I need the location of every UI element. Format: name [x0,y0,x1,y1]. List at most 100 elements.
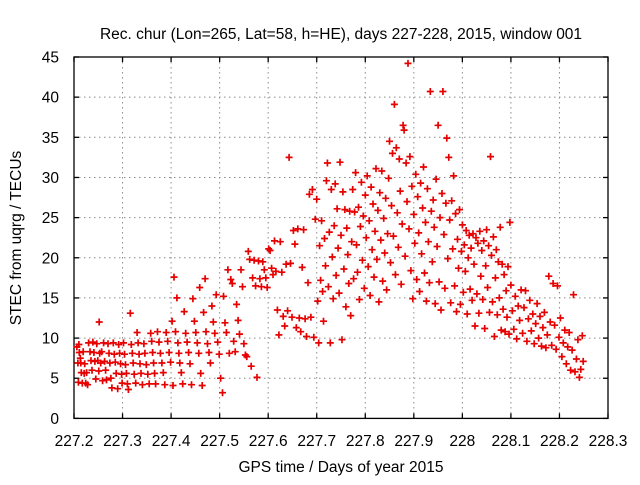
data-point [324,283,332,291]
data-point [97,359,105,367]
data-point [507,281,515,289]
data-point [535,334,543,342]
data-point [484,284,492,291]
data-point [287,259,294,267]
data-point [253,373,261,381]
data-point [397,280,405,288]
data-point [499,305,507,313]
data-point [142,361,150,369]
data-point [442,199,450,207]
data-point [348,238,356,246]
data-point [137,369,145,377]
data-point [494,258,502,266]
y-tick-label: 45 [42,50,59,67]
data-point [490,333,498,340]
x-tick-label: 227.9 [394,433,433,450]
y-tick-label: 30 [42,170,60,187]
data-point [496,223,504,231]
data-point [266,247,274,254]
data-point [224,266,232,274]
x-tick-label: 227.4 [152,433,191,450]
data-point [406,153,414,161]
data-point [84,381,92,389]
data-point [575,373,583,381]
data-point [363,172,371,180]
data-point [332,271,340,279]
data-point [338,336,346,344]
data-point [476,227,484,235]
data-point [247,362,255,370]
data-point [105,349,113,357]
data-point [418,250,426,258]
data-point [217,374,225,382]
data-point [345,280,353,287]
data-point [159,369,167,377]
x-axis-label: GPS time / Days of year 2015 [238,459,443,476]
data-point [141,349,149,357]
data-point [572,355,580,363]
data-point [384,230,392,238]
data-point [493,311,501,319]
x-tick-label: 227.3 [103,433,142,450]
data-point [291,240,299,248]
data-point [92,375,100,383]
data-point [182,329,190,337]
data-point [506,218,514,226]
data-point [389,232,397,240]
data-point [508,307,516,315]
data-point [458,221,466,229]
data-point [313,195,321,203]
data-point [89,338,97,346]
data-point [479,296,487,303]
y-tick-label: 35 [42,130,59,147]
data-point [188,381,195,389]
data-point [520,304,528,312]
data-point [489,233,497,241]
data-point [167,358,175,366]
data-point [357,178,365,186]
data-point [344,251,352,259]
data-point [456,300,464,308]
data-point [419,204,427,212]
data-point [378,167,386,175]
data-point [301,315,309,323]
data-point [391,271,399,279]
y-tick-label: 25 [42,210,59,227]
data-point [477,272,485,280]
x-tick-label: 227.2 [55,433,94,450]
data-point [98,348,106,356]
data-point [426,88,434,95]
data-point [530,340,538,348]
data-point [304,279,312,287]
data-point [329,295,337,303]
data-point [192,329,200,336]
data-point [88,366,96,374]
data-point [459,288,467,296]
y-tick-label: 5 [50,371,59,388]
data-point [423,185,431,193]
data-point [239,283,246,291]
x-tick-label: 228.2 [540,433,579,450]
data-point [440,231,448,238]
data-point [543,331,551,339]
data-point [336,158,344,166]
data-point [386,137,393,145]
data-point [565,329,573,336]
data-point [168,317,176,325]
data-point [155,338,163,346]
data-point [381,249,389,257]
data-point [429,196,437,204]
data-point [578,332,586,340]
data-point [276,238,284,246]
data-point [538,342,545,350]
data-point [317,276,325,284]
data-point [474,239,482,247]
data-point [367,183,375,191]
data-point [390,100,398,108]
data-point [335,289,343,297]
data-point [107,374,115,382]
data-point [366,292,374,299]
data-point [559,339,567,347]
data-point [359,212,367,220]
data-point [411,239,419,247]
